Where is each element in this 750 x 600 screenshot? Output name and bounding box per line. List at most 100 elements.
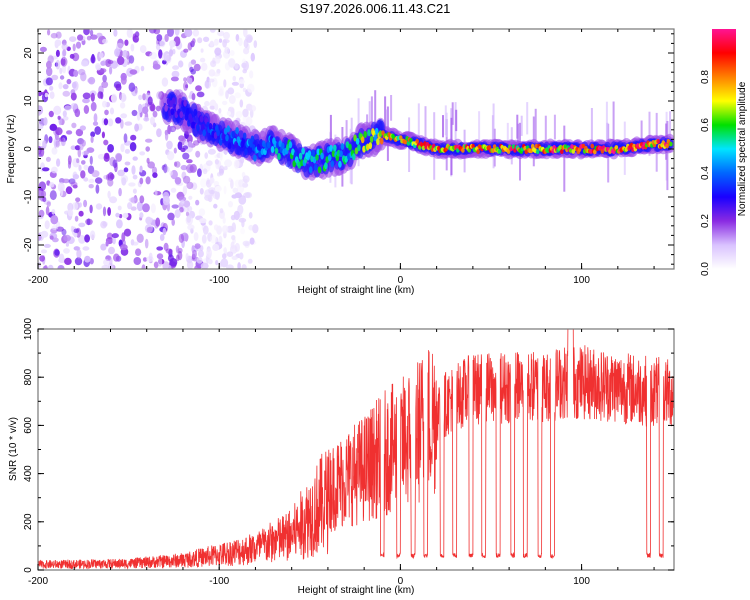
ridge-mark [199,115,204,123]
ridge-mark [317,166,322,174]
noise-blob [223,166,228,171]
noise-blob [89,29,94,36]
noise-blob [89,204,93,214]
noise-blob [102,206,107,217]
noise-blob [71,122,77,129]
noise-blob [147,161,155,169]
noise-blob [232,187,239,194]
noise-blob [174,161,181,168]
ridge-mark [256,143,261,151]
noise-blob [122,212,129,219]
noise-blob [236,185,245,194]
noise-blob [69,36,77,42]
ridge-mark [225,134,229,142]
ridge-mark [193,108,198,116]
x-tick-label: -200 [28,576,48,587]
noise-blob [51,74,59,81]
noise-blob [97,153,106,160]
noise-blob [200,245,204,252]
noise-blob [146,157,150,164]
ridge-mark [274,147,279,155]
noise-blob [241,264,247,269]
noise-blob [235,34,240,42]
noise-blob [120,175,129,183]
noise-blob [70,145,77,150]
noise-blob [99,52,104,59]
noise-blob [162,227,167,236]
ridge-mark [352,153,356,161]
noise-blob [185,211,190,217]
noise-blob [208,259,213,265]
ridge-mark [170,108,175,116]
noise-blob [45,77,53,86]
noise-blob [117,56,125,65]
noise-blob [73,231,78,238]
noise-blob [207,148,216,155]
noise-blob [78,222,86,228]
ridge-mark [348,143,352,151]
noise-blob [169,258,178,267]
ridge-mark [311,149,316,157]
noise-blob [249,105,257,112]
noise-blob [107,144,114,153]
noise-blob [164,131,169,141]
noise-blob [66,130,73,135]
noise-blob [132,188,137,194]
noise-blob [100,220,107,229]
noise-blob [67,155,72,165]
noise-blob [119,214,123,219]
noise-blob [169,40,176,48]
noise-blob [74,108,81,118]
noise-blob [188,195,193,200]
noise-blob [238,179,244,188]
noise-blob [226,251,234,257]
noise-blob [228,201,233,208]
spectral-streak [390,95,393,121]
noise-blob [100,243,107,251]
noise-blob [222,100,228,106]
noise-blob [130,196,139,204]
noise-blob [90,131,96,138]
noise-blob [231,194,238,199]
noise-blob [62,110,67,118]
noise-blob [249,70,254,79]
spectral-streak [478,111,481,145]
noise-blob [186,215,192,223]
noise-blob [217,172,221,177]
noise-blob [102,100,107,108]
noise-blob [209,40,214,47]
noise-blob [223,79,227,88]
noise-blob [239,99,244,108]
noise-blob [214,47,222,56]
noise-blob [123,167,129,173]
noise-blob [177,141,183,151]
noise-blob [144,238,149,249]
noise-blob [107,178,114,187]
noise-blob [117,169,125,177]
noise-blob [44,92,49,98]
noise-blob [38,141,41,147]
noise-blob [50,32,58,39]
noise-blob [193,232,199,241]
noise-blob [200,178,207,188]
colorbar-tick-label: 0.2 [700,214,711,228]
noise-blob [172,127,176,132]
noise-blob [92,121,99,126]
noise-blob [55,59,61,70]
noise-blob [202,168,208,175]
noise-blob [62,49,67,57]
noise-blob [216,225,223,235]
noise-blob [77,148,82,158]
ridge-mark [593,149,597,155]
noise-blob [38,181,46,191]
noise-blob [115,117,122,124]
noise-blob [43,264,48,269]
noise-blob [166,140,173,150]
noise-blob [232,75,237,82]
noise-blob [136,233,144,243]
noise-blob [185,253,189,261]
noise-blob [70,92,77,101]
noise-blob [120,72,127,81]
